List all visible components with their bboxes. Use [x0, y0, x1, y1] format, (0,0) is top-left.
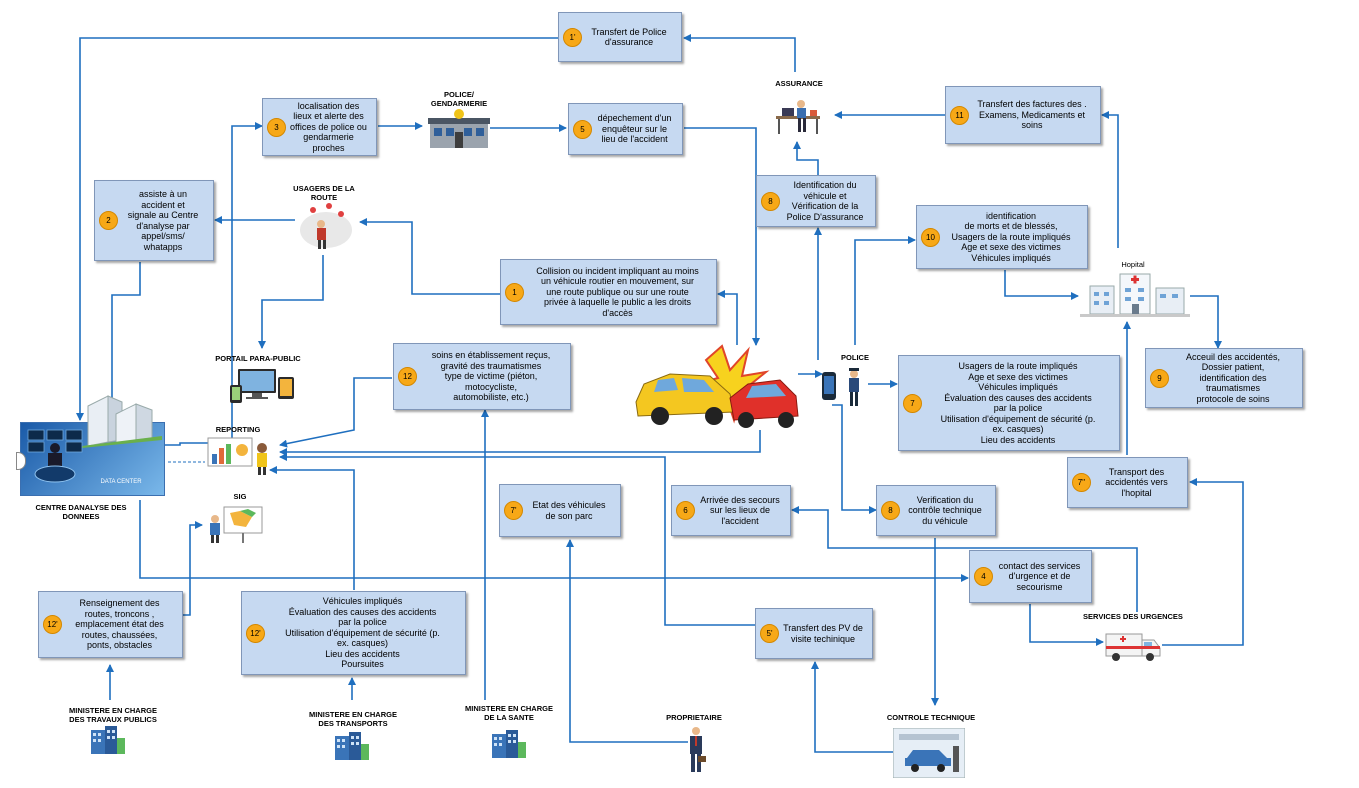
arrow-1p-to-centre — [76, 37, 558, 421]
step-badge: 10 — [921, 227, 940, 247]
step-badge: 12 — [398, 367, 417, 386]
box-5prime: 5' Transfert des PV de visite techinique — [755, 608, 873, 659]
step-badge: 1' — [563, 27, 582, 47]
step-badge: 9 — [1150, 368, 1169, 388]
label-usagers: USAGERS DE LA ROUTE — [293, 184, 355, 202]
map-presenter-icon — [210, 506, 263, 543]
label-hopital: Hopital — [1121, 260, 1145, 269]
step-badge: 1 — [505, 282, 524, 302]
arrow-police-to-10 — [854, 236, 916, 345]
arrow-12p-to-reporting — [269, 466, 355, 590]
inspection-garage-icon — [893, 728, 965, 778]
box-4: 4 contact des services d'urgence et de se… — [969, 550, 1092, 603]
label-assurance: ASSURANCE — [775, 79, 823, 88]
box-10: 10 identification de morts et de blessés,… — [916, 205, 1088, 269]
box-7: 7 Usagers de la route impliqués Age et se… — [898, 355, 1120, 451]
label-proprietaire: PROPRIETAIRE — [666, 713, 722, 722]
arrow-crash-to-1 — [717, 290, 738, 345]
step-badge: 2 — [99, 211, 118, 230]
step-badge: 7 — [903, 393, 922, 413]
analyst-monitors-icon — [27, 429, 83, 483]
box-12: 12 soins en établissement reçus, gravité … — [393, 343, 571, 410]
box-12doubleprime: 12' Renseignement des routes, troncons , … — [38, 591, 183, 658]
box-1: 1 Collision ou incident impliquant au moi… — [500, 259, 717, 325]
step-badge: 8 — [761, 191, 780, 211]
arrow-10-to-hopital — [1004, 270, 1079, 300]
box-12prime: 12' Véhicules impliqués Évaluation des ca… — [241, 591, 466, 675]
building-icon — [91, 726, 125, 754]
data-center-icon — [82, 395, 162, 448]
label-data-center: DATA CENTER — [100, 479, 142, 485]
building-icon — [492, 730, 526, 758]
arrow-controle-to-5p — [811, 661, 893, 753]
arrow-centre-to-3 — [165, 122, 263, 446]
arrow-1-to-usagers — [359, 218, 500, 295]
label-min-transports: MINISTERE EN CHARGE DES TRANSPORTS — [309, 710, 397, 728]
box-5: 5 dépechement d'un enquêteur sur le lieu … — [568, 103, 683, 155]
arrow-5-to-crash — [684, 127, 760, 346]
step-badge: 8 — [881, 501, 900, 520]
label-min-sante: MINISTERE EN CHARGE DE LA SANTE — [465, 704, 553, 722]
car-crash-icon — [635, 344, 799, 428]
arrow-12-to-reporting — [279, 377, 392, 448]
box-11: 11 Transfert des factures des . Examens, … — [945, 86, 1101, 144]
label-services-urgences: SERVICES DES URGENCES — [1083, 612, 1183, 621]
label-portail: PORTAIL PARA-PUBLIC — [215, 354, 301, 363]
arrow-urgences-to-6 — [791, 506, 1138, 612]
label-reporting: REPORTING — [215, 425, 261, 434]
step-badge: 12' — [43, 615, 62, 634]
arrow-5p-to-reporting — [279, 453, 756, 626]
arrow-police-to-8b — [832, 404, 877, 514]
step-badge: 7'' — [1072, 473, 1091, 492]
step-badge: 12' — [246, 623, 265, 643]
box-1prime: 1' Transfert de Police d'assurance — [558, 12, 682, 62]
box-8-controle: 8 Verification du contrôle technique du v… — [876, 485, 996, 536]
ambulance-icon — [1105, 633, 1161, 661]
box-8-assurance: 8 Identification du véhicule et Vérificat… — [756, 175, 876, 227]
label-controle: CONTROLE TECHNIQUE — [886, 713, 976, 722]
step-badge: 4 — [974, 567, 993, 586]
box-3: 3 localisation des lieux et alerte des of… — [262, 98, 377, 156]
office-worker-icon — [776, 100, 820, 134]
arrow-8-to-assurance — [793, 141, 819, 175]
arrow-12pp-to-sig — [183, 521, 203, 616]
label-centre: CENTRE DANALYSE DES DONNEES — [35, 503, 127, 521]
arrow-hopital-to-9 — [1190, 295, 1222, 349]
box-7doubleprime: 7'' Transport des accidentés vers l'hopit… — [1067, 457, 1188, 508]
arrow-owner-to-7p — [566, 539, 688, 743]
label-police: POLICE — [841, 353, 869, 362]
arrow-4-to-urgences — [1029, 604, 1104, 646]
label-sig: SIG — [233, 492, 247, 501]
box-2: 2 assiste à un accident et signale au Cen… — [94, 180, 214, 261]
arrow-assurance-to-1p — [683, 34, 796, 72]
step-badge: 11 — [950, 105, 969, 125]
arrow-hopital-to-11 — [1101, 111, 1119, 248]
hospital-icon — [1080, 273, 1190, 317]
arrow-ambulance-to-7pp — [1162, 478, 1244, 646]
arrow-centre-to-4 — [139, 500, 969, 582]
police-officer-icon — [822, 368, 859, 406]
step-badge: 3 — [267, 117, 286, 137]
label-min-tp: MINISTERE EN CHARGE DES TRAVAUX PUBLICS — [69, 706, 157, 724]
devices-icon — [230, 369, 294, 403]
building-icon — [335, 732, 369, 760]
box-6: 6 Arrivée des secours sur les lieux de l'… — [671, 485, 791, 536]
step-badge: 5 — [573, 119, 592, 139]
label-police-gendarmerie: POLICE/ GENDARMERIE — [430, 90, 488, 108]
police-station-icon — [428, 109, 490, 148]
step-badge: 7' — [504, 501, 523, 520]
road-users-icon — [300, 203, 352, 249]
step-badge: 6 — [676, 501, 695, 520]
report-presenter-icon — [207, 437, 267, 475]
arrow-2-to-centre — [108, 262, 141, 419]
box-9: 9 Acceuil des accidentés, Dossier patient… — [1145, 348, 1303, 408]
businessman-icon — [690, 727, 706, 772]
step-badge: 5' — [760, 624, 779, 643]
arrow-crash-to-reporting — [279, 430, 761, 456]
box-7prime: 7' Etat des véhicules de son parc — [499, 484, 621, 537]
arrow-usagers-to-portail — [258, 255, 324, 349]
